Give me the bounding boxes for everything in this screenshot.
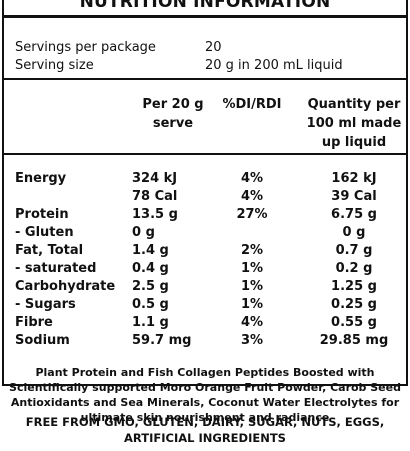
per-serve-value: 324 kJ [132, 171, 178, 186]
di-value: 4% [240, 171, 264, 186]
servings-value: 20 [205, 40, 222, 55]
table-row: - saturated 0.4 g 1% 0.2 g [4, 261, 406, 279]
serving-size-value: 20 g in 200 mL liquid [205, 58, 343, 73]
nutrient-label: - Gluten [15, 225, 74, 240]
free-from-statement: FREE FROM GMO, GLUTEN, DAIRY, SUGAR, NUT… [25, 415, 385, 445]
table-row: Fibre 1.1 g 4% 0.55 g [4, 315, 406, 333]
per-100ml-value: 162 kJ [331, 171, 377, 186]
col-header-di: %DI/RDI [222, 97, 282, 112]
nutrient-label: - Sugars [15, 297, 76, 312]
per-100ml-value: 6.75 g [331, 207, 377, 222]
divider-thick [4, 15, 406, 18]
per-100ml-value: 1.25 g [331, 279, 377, 294]
table-row: Carbohydrate 2.5 g 1% 1.25 g [4, 279, 406, 297]
product-description: Plant Protein and Fish Collagen Peptides… [9, 366, 401, 424]
nutrient-label: Carbohydrate [15, 279, 116, 294]
nutrient-label: Fat, Total [15, 243, 84, 258]
per-serve-value: 2.5 g [132, 279, 169, 294]
di-value: 3% [240, 333, 264, 348]
nutrient-label: Protein [15, 207, 69, 222]
table-row: - Sugars 0.5 g 1% 0.25 g [4, 297, 406, 315]
per-serve-value: 0.4 g [132, 261, 169, 276]
per-100ml-value: 0.25 g [331, 297, 377, 312]
table-row: - Gluten 0 g 0 g [4, 225, 406, 243]
serving-size-label: Serving size [15, 58, 94, 73]
panel-title: NUTRITION INFORMATION [79, 0, 331, 12]
table-row: Sodium 59.7 mg 3% 29.85 mg [4, 333, 406, 351]
di-value: 1% [240, 297, 264, 312]
table-row: 78 Cal 4% 39 Cal [4, 189, 406, 207]
col-header-per-serve: Per 20 g serve [142, 97, 204, 131]
per-100ml-value: 29.85 mg [319, 333, 389, 348]
divider-2 [4, 153, 406, 155]
per-serve-value: 1.4 g [132, 243, 169, 258]
per-100ml-value: 39 Cal [331, 189, 377, 204]
servings-label: Servings per package [15, 40, 156, 55]
per-100ml-value: 0.7 g [335, 243, 373, 258]
divider-1 [4, 78, 406, 80]
per-serve-value: 0 g [132, 225, 155, 240]
di-value: 4% [240, 189, 264, 204]
table-row: Energy 324 kJ 4% 162 kJ [4, 171, 406, 189]
per-serve-value: 1.1 g [132, 315, 169, 330]
di-value: 1% [240, 279, 264, 294]
per-100ml-value: 0 g [342, 225, 366, 240]
per-serve-value: 59.7 mg [132, 333, 192, 348]
table-row: Protein 13.5 g 27% 6.75 g [4, 207, 406, 225]
di-value: 27% [236, 207, 268, 222]
nutrition-panel: NUTRITION INFORMATION Servings per packa… [2, 0, 408, 386]
nutrient-label: Fibre [15, 315, 53, 330]
per-serve-value: 0.5 g [132, 297, 169, 312]
per-serve-value: 13.5 g [132, 207, 178, 222]
col-header-per-100ml: Quantity per 100 ml made up liquid [306, 97, 402, 150]
di-value: 1% [240, 261, 264, 276]
nutrient-label: Energy [15, 171, 67, 186]
di-value: 4% [240, 315, 264, 330]
nutrient-label: Sodium [15, 333, 70, 348]
nutrient-label: - saturated [15, 261, 97, 276]
di-value: 2% [240, 243, 264, 258]
per-100ml-value: 0.2 g [335, 261, 373, 276]
per-serve-value: 78 Cal [132, 189, 178, 204]
per-100ml-value: 0.55 g [331, 315, 377, 330]
table-row: Fat, Total 1.4 g 2% 0.7 g [4, 243, 406, 261]
